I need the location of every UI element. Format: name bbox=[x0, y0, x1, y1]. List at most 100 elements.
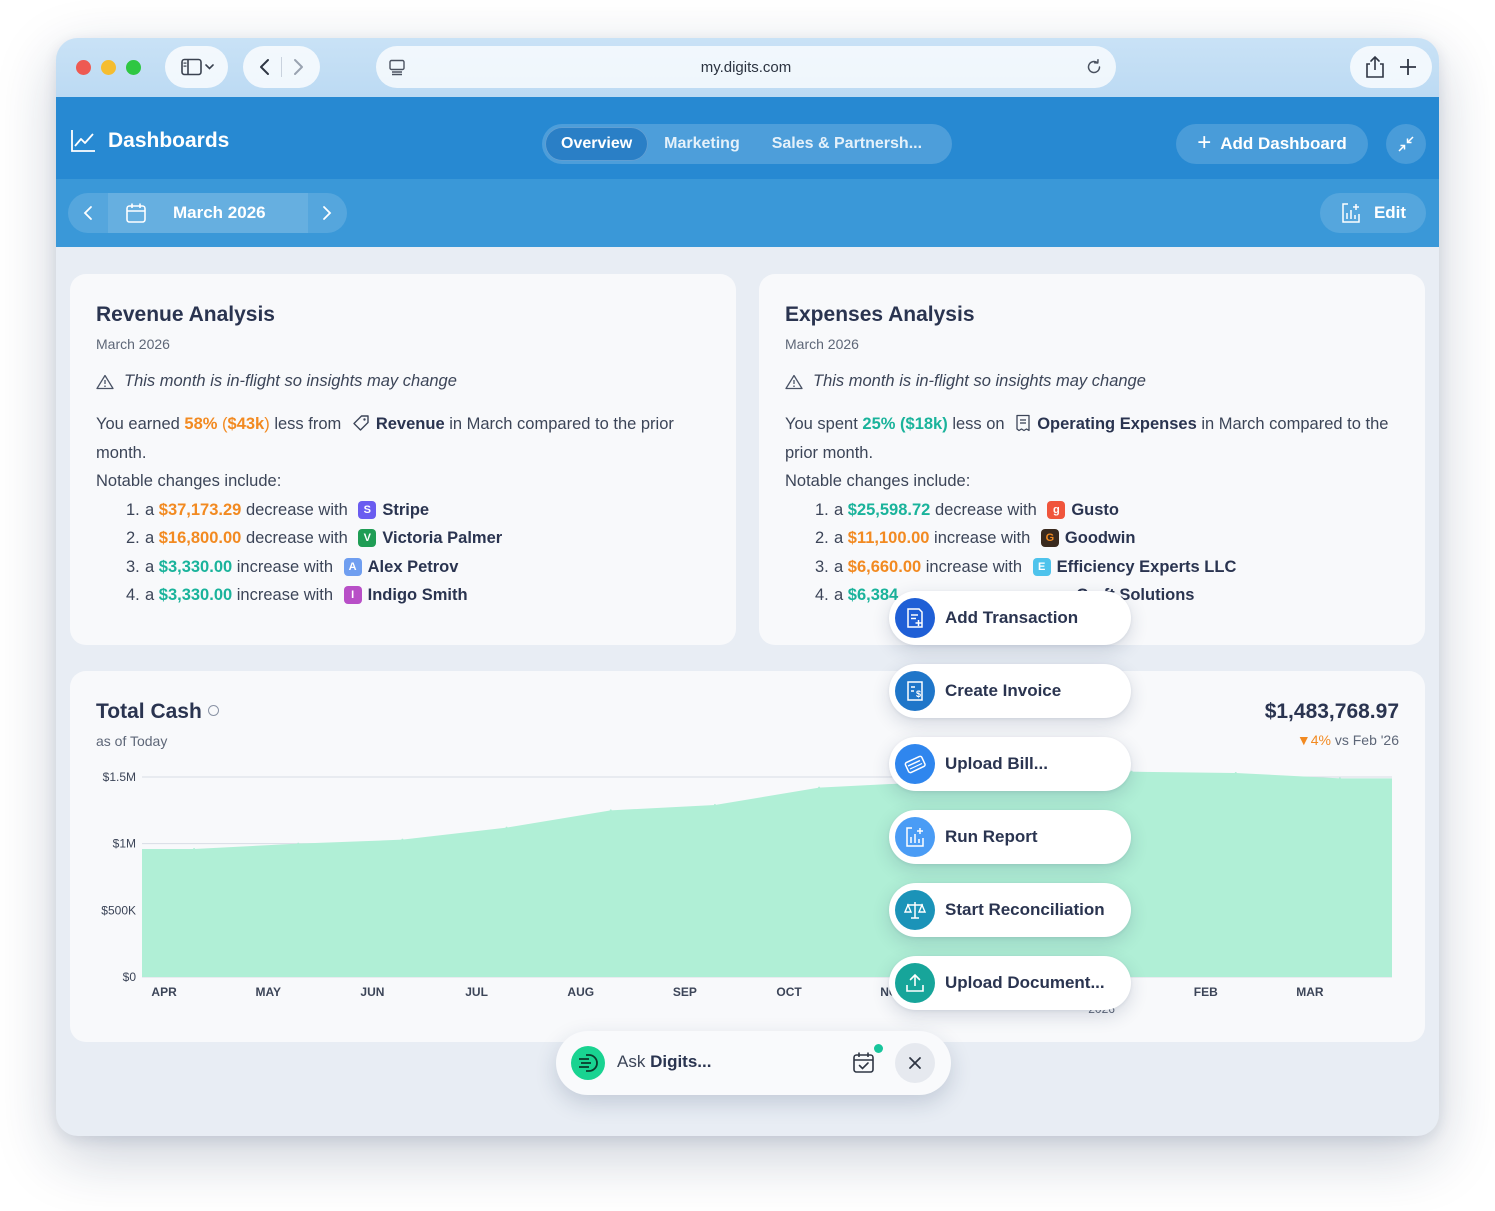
card-title: Revenue Analysis bbox=[96, 303, 275, 326]
card-subtitle: as of Today bbox=[96, 733, 168, 749]
collapse-icon bbox=[1398, 136, 1414, 152]
close-icon bbox=[909, 1057, 921, 1069]
list-item: 4. a $3,330.00 increase with I Indigo Smit… bbox=[126, 581, 716, 610]
party-link[interactable]: Victoria Palmer bbox=[382, 529, 503, 547]
card-title: Total Cash bbox=[96, 700, 219, 724]
revenue-category-link[interactable]: Revenue bbox=[375, 415, 445, 433]
list-item: 1. a $37,173.29 decrease with S Stripe bbox=[126, 496, 716, 525]
expenses-analysis-card: Expenses Analysis March 2026 This month … bbox=[759, 274, 1425, 645]
info-icon[interactable] bbox=[207, 705, 219, 716]
goodwin-logo: G bbox=[1040, 529, 1059, 548]
data-point bbox=[1234, 772, 1237, 774]
calendar-check-icon[interactable] bbox=[852, 1051, 876, 1075]
collapse-button[interactable] bbox=[1386, 124, 1426, 164]
warning-icon bbox=[96, 374, 114, 389]
zoom-window-button[interactable] bbox=[126, 60, 141, 75]
x-tick-label: MAY bbox=[255, 985, 281, 999]
new-tab-icon[interactable] bbox=[1393, 55, 1423, 79]
party-link[interactable]: Gusto bbox=[1071, 500, 1120, 519]
period-picker: March 2026 bbox=[68, 193, 347, 233]
list-item: 2. a $11,100.00 increase with G Goodwin bbox=[815, 524, 1405, 553]
forward-icon[interactable] bbox=[284, 57, 314, 77]
share-and-tab-buttons bbox=[1350, 46, 1432, 88]
chevron-left-icon bbox=[83, 206, 92, 220]
victoria-palmer-avatar: V bbox=[358, 529, 377, 548]
add-transaction-button[interactable]: Add Transaction bbox=[889, 591, 1131, 645]
list-item: 2. a $16,800.00 decrease with V Victoria P… bbox=[126, 524, 716, 553]
in-flight-warning: This month is in-flight so insights may … bbox=[96, 372, 457, 391]
data-point bbox=[609, 809, 612, 812]
data-point bbox=[505, 826, 508, 829]
list-item: 1. a $25,598.72 decrease with g Gusto bbox=[815, 496, 1405, 525]
y-tick-label: $1.5M bbox=[103, 770, 136, 784]
stripe-logo: S bbox=[358, 500, 377, 519]
start-reconciliation-button[interactable]: Start Reconciliation bbox=[889, 883, 1131, 937]
total-cash-card: Total Cash as of Today $1,483,768.97 ▼4%… bbox=[70, 671, 1425, 1042]
back-icon[interactable] bbox=[249, 57, 279, 77]
browser-toolbar: my.digits.com bbox=[56, 38, 1439, 97]
summary-sentence: You earned 58% ($43k) less from Revenue … bbox=[96, 415, 674, 462]
period-toolbar: March 2026 Edit bbox=[56, 179, 1439, 247]
tab-overview[interactable]: Overview bbox=[545, 127, 649, 161]
reconcile-icon bbox=[895, 890, 935, 930]
add-transaction-icon bbox=[895, 598, 935, 638]
digits-logo-icon bbox=[571, 1046, 605, 1080]
share-icon[interactable] bbox=[1359, 55, 1393, 79]
app-header: Dashboards Overview Marketing Sales & Pa… bbox=[56, 97, 1439, 179]
data-point bbox=[193, 848, 196, 850]
close-ask-button[interactable] bbox=[895, 1043, 935, 1083]
run-report-button[interactable]: Run Report bbox=[889, 810, 1131, 864]
total-cash-value: $1,483,768.97 bbox=[1264, 700, 1399, 723]
notable-label: Notable changes include: bbox=[785, 472, 971, 490]
calendar-icon bbox=[126, 203, 146, 223]
dashboard-tabs: Overview Marketing Sales & Partnersh... bbox=[542, 124, 952, 164]
edit-dashboard-button[interactable]: Edit bbox=[1320, 193, 1426, 233]
party-link[interactable]: Indigo Smith bbox=[367, 586, 468, 604]
previous-period-button[interactable] bbox=[68, 193, 108, 233]
warning-icon bbox=[785, 374, 803, 389]
expense-category-link[interactable]: Operating Expenses bbox=[1037, 415, 1197, 433]
line-chart-icon bbox=[71, 130, 95, 152]
svg-text:$: $ bbox=[916, 689, 921, 699]
reload-icon[interactable] bbox=[1084, 57, 1104, 77]
close-window-button[interactable] bbox=[76, 60, 91, 75]
period-selector[interactable]: March 2026 bbox=[108, 193, 308, 233]
card-period: March 2026 bbox=[96, 336, 170, 352]
dashboards-title: Dashboards bbox=[70, 129, 229, 153]
create-invoice-button[interactable]: $ Create Invoice bbox=[889, 664, 1131, 718]
x-tick-label: JUL bbox=[465, 985, 488, 999]
party-link[interactable]: Efficiency Experts LLC bbox=[1056, 557, 1237, 576]
party-link[interactable]: Goodwin bbox=[1064, 529, 1136, 547]
party-link[interactable]: Alex Petrov bbox=[367, 557, 459, 576]
expense-changes-list: 1. a $25,598.72 decrease with g Gusto 2. a … bbox=[815, 496, 1405, 610]
list-item: 3. a $3,330.00 increase with A Alex Petrov bbox=[126, 553, 716, 582]
next-period-button[interactable] bbox=[308, 193, 346, 233]
address-bar[interactable]: my.digits.com bbox=[376, 46, 1116, 88]
ask-digits-bar: Ask Digits... bbox=[556, 1031, 951, 1095]
add-dashboard-button[interactable]: + Add Dashboard bbox=[1176, 124, 1368, 164]
minimize-window-button[interactable] bbox=[101, 60, 116, 75]
revenue-analysis-card: Revenue Analysis March 2026 This month i… bbox=[70, 274, 736, 645]
in-flight-warning: This month is in-flight so insights may … bbox=[785, 372, 1146, 391]
chevron-right-icon bbox=[323, 206, 332, 220]
upload-bill-button[interactable]: Upload Bill... bbox=[889, 737, 1131, 791]
cash-area-series bbox=[142, 771, 1392, 977]
history-buttons bbox=[243, 46, 320, 88]
page-settings-icon[interactable] bbox=[388, 58, 406, 76]
sidebar-toggle-button[interactable] bbox=[165, 46, 228, 88]
tag-icon bbox=[353, 415, 369, 431]
x-tick-label: APR bbox=[151, 985, 177, 999]
list-item: 3. a $6,660.00 increase with E Efficiency … bbox=[815, 553, 1405, 582]
y-tick-label: $0 bbox=[123, 970, 137, 984]
tab-marketing[interactable]: Marketing bbox=[664, 135, 740, 152]
expenses-summary: You spent 25% ($18k) less on Operating E… bbox=[785, 410, 1405, 610]
browser-window: my.digits.com Dashboards bbox=[56, 38, 1439, 1136]
upload-document-button[interactable]: Upload Document... bbox=[889, 956, 1131, 1010]
ask-digits-input[interactable]: Ask Digits... bbox=[617, 1052, 712, 1071]
tab-sales-partnerships[interactable]: Sales & Partnersh... bbox=[771, 135, 923, 152]
party-link[interactable]: Stripe bbox=[382, 500, 430, 519]
data-point bbox=[1130, 770, 1133, 773]
notable-label: Notable changes include: bbox=[96, 472, 282, 490]
revenue-changes-list: 1. a $37,173.29 decrease with S Stripe 2. a… bbox=[126, 496, 716, 610]
data-point bbox=[1338, 777, 1341, 780]
